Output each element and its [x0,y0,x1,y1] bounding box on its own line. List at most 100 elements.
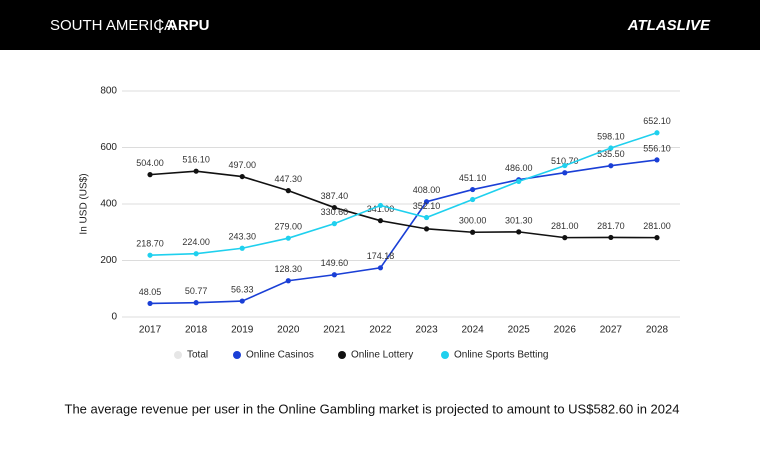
data-label: 300.00 [459,216,487,226]
data-point [562,235,568,241]
data-label: 598.10 [597,131,625,141]
y-tick-label: 800 [100,86,117,97]
data-label: 48.05 [139,287,162,297]
data-point [654,235,660,241]
data-point [331,272,337,278]
data-point [608,234,614,241]
data-point [654,130,660,136]
data-label: 279.00 [275,222,303,232]
header-separator: | [158,17,162,34]
data-point [377,218,384,224]
data-label: 510.70 [551,156,579,166]
data-label: 56.33 [231,284,254,294]
data-label: 301.30 [505,215,533,225]
data-point [608,163,614,169]
data-point [470,196,476,203]
data-label: 281.00 [551,221,579,231]
x-tick-label: 2020 [277,325,300,336]
y-tick-label: 400 [100,199,117,210]
x-tick-label: 2025 [508,325,531,336]
series-line [150,132,658,257]
data-label: 330.60 [321,207,349,217]
x-tick-label: 2019 [231,325,254,336]
x-tick-label: 2022 [369,325,392,336]
legend-label: Total [187,350,208,361]
data-point [239,298,245,304]
x-tick-label: 2023 [415,325,438,336]
data-point [147,252,153,258]
header-metric: ARPU [167,17,210,34]
data-point [423,214,430,221]
data-label: 352.10 [413,201,441,211]
data-point [331,221,337,227]
data-point [608,145,614,151]
x-tick-label: 2021 [323,325,346,336]
data-point [423,226,430,232]
data-point [193,168,199,174]
caption: The average revenue per user in the Onli… [65,401,680,416]
data-point [470,186,476,193]
data-point [377,265,384,271]
data-point [654,157,660,163]
x-tick-label: 2027 [600,325,623,336]
data-point [423,199,430,205]
x-tick-label: 2028 [646,325,669,336]
legend-marker [441,351,449,359]
data-point [239,173,245,180]
data-label: 535.50 [597,149,625,159]
data-label: 243.30 [228,232,256,242]
data-point [193,251,199,257]
y-axis-label: In USD (US$) [79,173,90,234]
data-label: 218.70 [136,239,164,249]
data-point [470,229,476,235]
data-label: 451.10 [459,173,487,183]
x-tick-label: 2024 [462,325,485,336]
data-label: 387.40 [321,191,349,201]
data-label: 128.30 [275,264,303,274]
data-point [377,202,384,209]
data-label: 281.00 [643,221,671,231]
data-label: 516.10 [182,155,210,165]
data-point [285,278,291,284]
x-tick-label: 2017 [139,325,162,336]
data-point [285,235,291,241]
data-label: 504.00 [136,158,164,168]
data-point [516,178,522,184]
x-tick-label: 2018 [185,325,208,336]
data-point [239,245,245,251]
header-region: SOUTH AMERICA [50,17,174,34]
data-point [285,188,291,194]
data-label: 50.77 [185,286,208,296]
data-label: 652.10 [643,116,671,126]
data-point [331,204,337,211]
y-tick-label: 200 [100,255,117,266]
data-point [193,300,199,306]
legend-label: Online Sports Betting [454,350,549,361]
header-bar [0,0,760,50]
series-line [150,159,658,305]
data-label: 408.00 [413,185,441,195]
legend-label: Online Lottery [351,350,413,361]
y-tick-label: 600 [100,142,117,153]
data-label: 174.18 [367,251,395,261]
data-label: 497.00 [228,160,256,170]
data-point [516,229,522,235]
legend-marker [233,351,241,359]
data-label: 149.60 [321,258,349,268]
data-label: 447.30 [275,174,303,184]
data-point [562,162,568,169]
series-line [149,170,657,239]
x-tick-label: 2026 [554,325,577,336]
legend-marker [338,351,346,359]
data-label: 224.00 [182,237,210,247]
data-label: 486.00 [505,163,533,173]
data-point [562,170,568,176]
legend-marker [174,351,182,359]
y-tick-label: 0 [111,312,117,323]
brand: ATLASLIVE [627,17,711,34]
data-label: 281.70 [597,221,625,231]
data-point [147,300,153,307]
data-point [147,172,153,178]
data-label: 556.10 [643,143,671,153]
